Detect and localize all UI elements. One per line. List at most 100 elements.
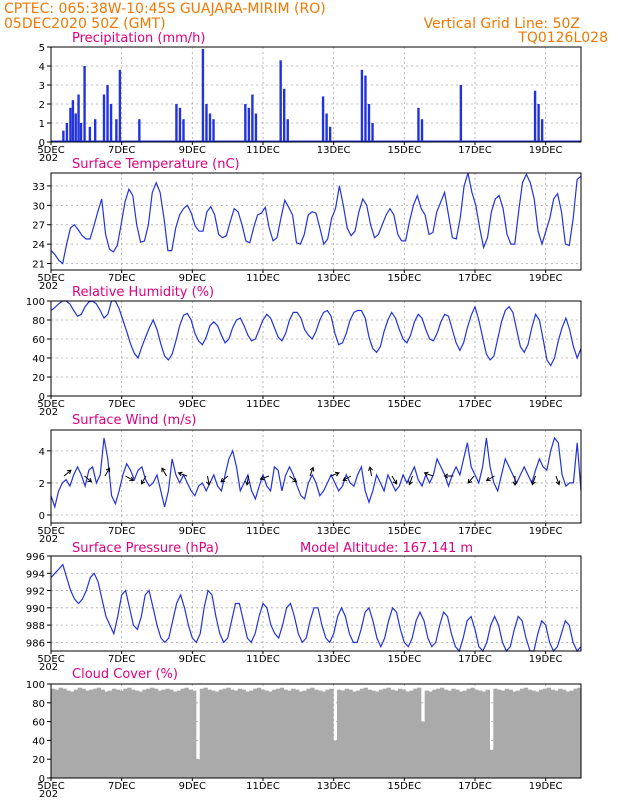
cloud-column (188, 689, 193, 778)
precip-bar (417, 107, 420, 142)
cloud-column (375, 691, 380, 778)
header-grid-note: Vertical Grid Line: 50Z (424, 16, 580, 32)
x-tick-label: 5DEC (37, 654, 64, 665)
wind-arrow-shaft (207, 475, 210, 485)
y-tick-label: 24 (32, 240, 45, 251)
y-tick-label: 40 (32, 354, 45, 365)
x-tick-label: 7DEC (108, 145, 135, 156)
cloud-column (153, 688, 159, 778)
precip-bar (102, 94, 106, 142)
cloud-column (207, 689, 212, 778)
series-line (50, 300, 582, 367)
cloud-column (70, 691, 75, 778)
plot-frame (50, 300, 582, 397)
cloud-column (226, 687, 231, 778)
x-tick-label: 17DEC (458, 526, 492, 537)
cloud-column (131, 689, 136, 778)
y-tick-label: 80 (32, 699, 45, 710)
y-tick-label: 4 (39, 62, 45, 73)
header-date: 05DEC2020 50Z (GMT) (4, 16, 166, 32)
x-tick-label: 11DEC (246, 273, 280, 284)
wind-arrow-head (309, 466, 315, 472)
x-tick-label: 13DEC (317, 399, 351, 410)
header-model-code: TQ0126L028 (517, 30, 608, 46)
x-tick-label: 11DEC (246, 526, 280, 537)
cloud-column (321, 691, 327, 778)
wind-arrow-shaft (220, 475, 229, 483)
cloud-column (298, 691, 304, 778)
precip-bar (69, 107, 72, 142)
wind-arrow-head (87, 477, 93, 483)
cloud-column (89, 689, 94, 778)
x-tick-label: 11DEC (246, 145, 280, 156)
cloud-column (138, 691, 144, 778)
cloud-column (264, 690, 269, 778)
cloud-column (272, 689, 277, 778)
y-tick-label: 27 (32, 221, 45, 232)
wind-arrow-shaft (246, 475, 249, 485)
precip-bar (208, 113, 212, 142)
wind-arrow-head (485, 476, 491, 482)
cloud-column (150, 687, 155, 778)
wind-title: Surface Wind (m/s) (72, 413, 196, 428)
wind-arrow-shaft (486, 475, 495, 481)
cloud-column (253, 688, 258, 778)
x-tick-label: 13DEC (317, 273, 351, 284)
wind-arrow-shaft (342, 475, 352, 481)
cloud-column (466, 688, 471, 778)
cloud-column (470, 687, 475, 778)
x-tick-label: 13DEC (317, 526, 351, 537)
y-tick-label: 33 (32, 182, 45, 193)
x-tick-label: 17DEC (458, 654, 492, 665)
cloud-column (336, 689, 342, 778)
y-tick-label: 2 (39, 479, 45, 490)
x-tick-label: 17DEC (458, 399, 492, 410)
cloud-column (245, 691, 250, 778)
cloud-column (352, 691, 357, 778)
precip-bar (364, 75, 367, 142)
cloud-column (458, 691, 464, 778)
x-tick-label: 9DEC (179, 781, 206, 792)
cloud-column (577, 687, 582, 778)
temperature-title: Surface Temperature (nC) (72, 157, 240, 172)
cloud-column (62, 688, 67, 778)
cloud-column (535, 691, 540, 778)
cloud-column (275, 688, 281, 778)
y-tick-label: 996 (26, 552, 45, 563)
x-tick-label: 13DEC (317, 654, 351, 665)
cloud-column (500, 690, 506, 778)
year-fragment: 202 (39, 662, 58, 673)
cloud-cover-panel: Cloud Cover (%) 0 20 40 60 80 100 5DEC 7DEC 9DEC… (26, 667, 582, 800)
cloud-column (561, 689, 567, 778)
y-tick-label: 0 (39, 511, 45, 522)
precip-bar (65, 123, 69, 142)
cloud-column (115, 689, 121, 778)
x-tick-label: 19DEC (529, 273, 563, 284)
cloud-column (184, 687, 189, 778)
cloud-column (359, 688, 365, 778)
cloud-column (378, 689, 384, 778)
cloud-column (310, 687, 315, 778)
precip-bar (79, 123, 83, 142)
wind-arrow-shaft (178, 472, 188, 477)
y-tick-label: 1 (39, 119, 45, 130)
x-tick-label: 9DEC (179, 654, 206, 665)
cloud-column (279, 687, 285, 778)
cloud-column (531, 690, 536, 778)
wind-panel: Surface Wind (m/s) 0 2 4 5DEC 7DEC 9DEC 11DEC 1… (37, 413, 582, 545)
cloud-column (173, 691, 178, 778)
cloud-column (268, 691, 273, 778)
cloud-column (199, 688, 205, 778)
cloud-column (203, 687, 208, 778)
precip-bar (88, 126, 92, 142)
wind-arrow-shaft (531, 475, 536, 485)
x-tick-label: 19DEC (529, 526, 563, 537)
plot-frame (50, 429, 582, 524)
cloud-column (73, 689, 79, 778)
precip-bar (540, 119, 544, 142)
cloud-column (573, 688, 578, 778)
wind-arrow-shaft (555, 475, 560, 485)
x-tick-label: 17DEC (458, 145, 492, 156)
x-tick-label: 15DEC (387, 273, 421, 284)
cloud-column (558, 688, 563, 778)
